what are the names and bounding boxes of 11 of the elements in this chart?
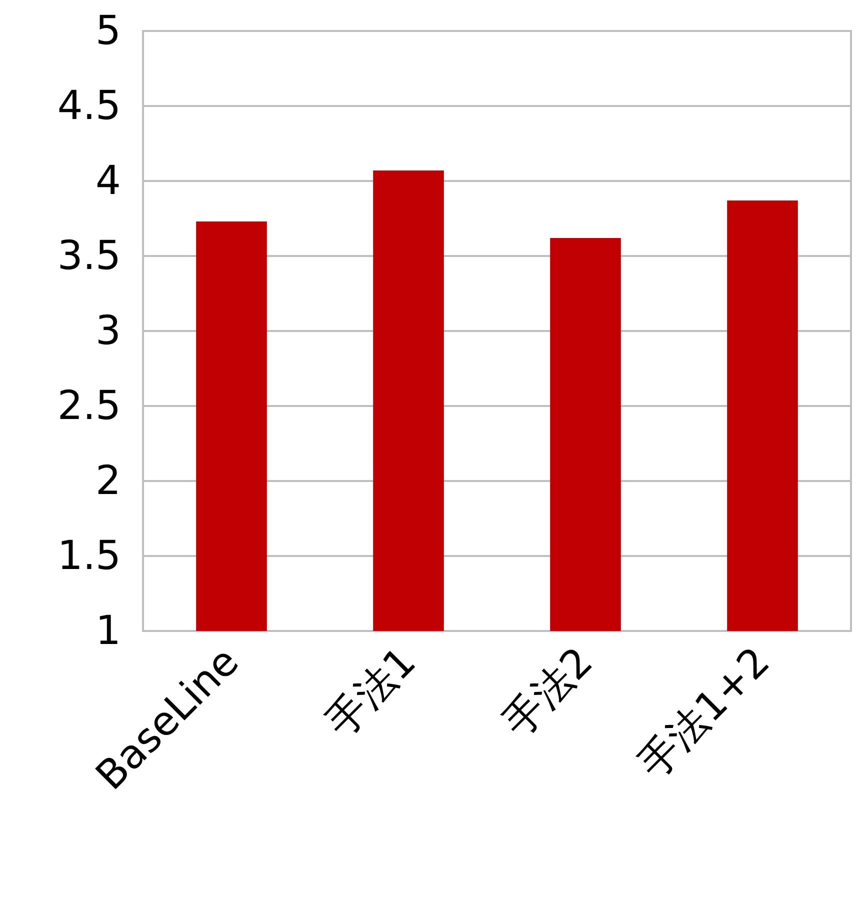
y-tick-label: 4.5 [57,83,121,129]
y-tick-label: 2.5 [57,383,121,429]
y-tick-label: 1 [96,608,121,654]
y-tick-label: 2 [96,458,121,504]
y-tick-label: 4 [96,158,121,204]
x-tick-label: 手法2 [494,638,602,746]
y-tick-label: 3 [96,308,121,354]
x-tick-label: 手法1 [318,638,425,746]
y-tick-label: 3.5 [57,233,121,279]
y-tick-label: 1.5 [57,533,121,579]
y-tick-label: 5 [96,8,121,54]
